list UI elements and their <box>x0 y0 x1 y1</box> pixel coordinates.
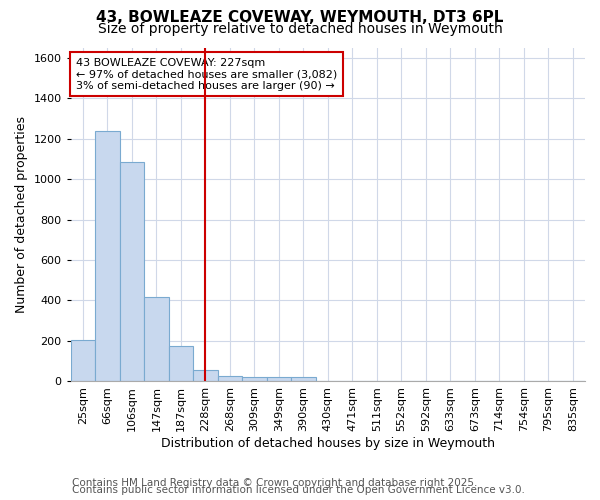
Bar <box>291 378 316 382</box>
Y-axis label: Number of detached properties: Number of detached properties <box>15 116 28 313</box>
Bar <box>169 346 193 382</box>
Bar <box>242 378 266 382</box>
Text: 43 BOWLEAZE COVEWAY: 227sqm
← 97% of detached houses are smaller (3,082)
3% of s: 43 BOWLEAZE COVEWAY: 227sqm ← 97% of det… <box>76 58 337 90</box>
Bar <box>193 370 218 382</box>
Text: Contains public sector information licensed under the Open Government Licence v3: Contains public sector information licen… <box>72 485 525 495</box>
Bar <box>144 298 169 382</box>
Bar <box>266 378 291 382</box>
Text: Contains HM Land Registry data © Crown copyright and database right 2025.: Contains HM Land Registry data © Crown c… <box>72 478 478 488</box>
X-axis label: Distribution of detached houses by size in Weymouth: Distribution of detached houses by size … <box>161 437 495 450</box>
Text: Size of property relative to detached houses in Weymouth: Size of property relative to detached ho… <box>98 22 502 36</box>
Bar <box>71 340 95 382</box>
Bar <box>95 132 119 382</box>
Bar <box>218 376 242 382</box>
Text: 43, BOWLEAZE COVEWAY, WEYMOUTH, DT3 6PL: 43, BOWLEAZE COVEWAY, WEYMOUTH, DT3 6PL <box>97 10 503 25</box>
Bar <box>119 162 144 382</box>
